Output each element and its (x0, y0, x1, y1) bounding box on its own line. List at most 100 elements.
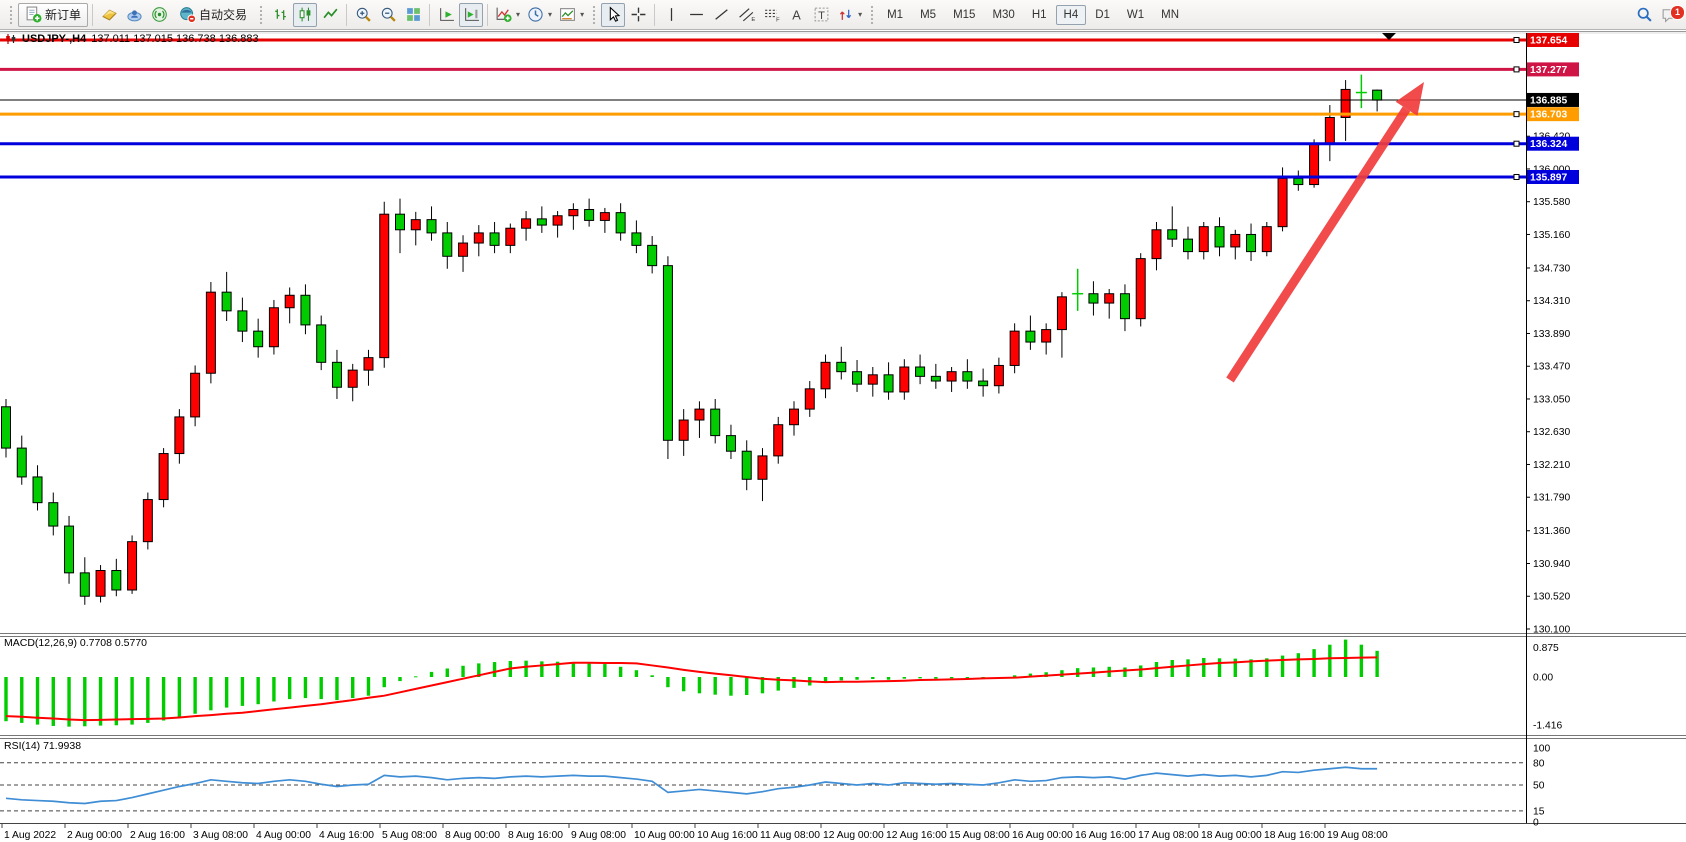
signals-button[interactable] (147, 3, 171, 27)
candle (1261, 221, 1272, 257)
candle (883, 362, 894, 400)
templates-button[interactable]: ▾ (556, 3, 587, 27)
candle (1309, 139, 1320, 188)
level-line-135.897[interactable] (0, 173, 1526, 180)
timeframe-d1-button[interactable]: D1 (1095, 8, 1110, 21)
timeframe-m1-button[interactable]: M1 (887, 8, 904, 21)
candle (1088, 281, 1099, 316)
auto-scroll-icon (439, 8, 454, 21)
candle (568, 203, 579, 230)
notifications-button[interactable]: 1 (1657, 3, 1685, 27)
candlestick-chart-button[interactable] (293, 2, 318, 27)
zoom-in-button[interactable] (351, 3, 375, 27)
line-chart-button[interactable] (318, 3, 342, 27)
price-axis[interactable]: 136.420136.000135.580135.160134.730134.3… (1526, 33, 1570, 823)
bar-chart-icon (274, 9, 286, 20)
candle (710, 398, 721, 444)
level-line-137.277[interactable] (0, 66, 1526, 73)
svg-text:12 Aug 00:00: 12 Aug 00:00 (823, 830, 884, 841)
auto-trading-icon (180, 7, 197, 23)
svg-text:10 Aug 16:00: 10 Aug 16:00 (697, 830, 758, 841)
chevron-down-icon[interactable]: ▾ (516, 10, 521, 19)
auto-scroll-button[interactable] (434, 3, 458, 27)
text-label-button[interactable]: T (809, 3, 833, 27)
arrows-icon (839, 9, 852, 20)
toolbar-grip[interactable] (870, 4, 875, 25)
toolbar-grip[interactable] (9, 4, 13, 25)
candle (599, 207, 610, 233)
candle (1340, 80, 1351, 141)
timeframe-w1-button[interactable]: W1 (1126, 8, 1145, 21)
metaeditor-button[interactable] (97, 3, 121, 27)
svg-text:134.310: 134.310 (1533, 296, 1570, 307)
tile-windows-button[interactable] (401, 3, 425, 27)
timeframe-h4-button[interactable]: H4 (1055, 4, 1087, 25)
svg-text:8 Aug 16:00: 8 Aug 16:00 (508, 830, 563, 841)
toolbar-grip[interactable] (259, 4, 264, 25)
candle (95, 565, 106, 603)
candle (268, 299, 279, 355)
svg-text:133.890: 133.890 (1533, 329, 1570, 340)
timeframe-mn-button[interactable]: MN (1161, 8, 1180, 21)
periods-button[interactable]: ▾ (524, 3, 555, 27)
svg-text:136.000: 136.000 (1533, 164, 1570, 175)
mql5-community-button[interactable] (122, 3, 146, 27)
chevron-down-icon[interactable]: ▾ (548, 10, 553, 19)
chart-shift-button[interactable] (459, 2, 484, 27)
candle (1009, 323, 1020, 374)
candle (174, 409, 185, 464)
chart-canvas[interactable]: 136.420136.000135.580135.160134.730134.3… (0, 30, 1686, 842)
equidistant-channel-button[interactable]: E (734, 3, 758, 27)
timeframe-m15-button[interactable]: M15 (953, 8, 976, 21)
auto-trading-button[interactable]: 自动交易 (172, 3, 254, 27)
toolbar-grip[interactable] (592, 4, 597, 25)
candle (142, 492, 153, 550)
chevron-down-icon[interactable]: ▾ (858, 10, 863, 19)
svg-text:0: 0 (1533, 818, 1539, 829)
candle (284, 287, 295, 324)
svg-text:1 Aug 2022: 1 Aug 2022 (4, 830, 56, 841)
cursor-button[interactable] (601, 2, 626, 27)
level-line-136.703[interactable] (0, 111, 1526, 118)
trend-arrow[interactable] (1226, 82, 1424, 383)
candle (741, 440, 752, 491)
arrows-button[interactable]: ▾ (834, 3, 865, 27)
svg-text:135.160: 135.160 (1533, 230, 1570, 241)
text-icon: A (792, 7, 801, 22)
crosshair-button[interactable] (626, 3, 650, 27)
indicators-button[interactable]: ▾ (492, 3, 523, 27)
svg-text:133.050: 133.050 (1533, 394, 1570, 405)
candle (473, 225, 484, 257)
fibonacci-retracement-button[interactable]: F (759, 3, 783, 27)
svg-text:2 Aug 00:00: 2 Aug 00:00 (67, 830, 122, 841)
candle (915, 354, 926, 385)
timeframe-m30-button[interactable]: M30 (992, 8, 1015, 21)
text-button[interactable]: A (784, 3, 808, 27)
notification-badge: 1 (1670, 4, 1685, 20)
candle (536, 206, 547, 233)
svg-text:133.470: 133.470 (1533, 362, 1570, 373)
timeframe-m5-button[interactable]: M5 (920, 8, 937, 21)
trendline-button[interactable] (709, 3, 733, 27)
price-badge-137.277: 137.277 (1527, 62, 1579, 77)
zoom-out-button[interactable] (376, 3, 400, 27)
bar-chart-button[interactable] (268, 3, 292, 27)
search-button[interactable] (1632, 3, 1656, 27)
timeframe-h1-button[interactable]: H1 (1031, 8, 1047, 21)
candle (1041, 323, 1052, 355)
svg-text:50: 50 (1533, 781, 1545, 792)
pane-separator[interactable] (0, 633, 1686, 824)
candle (347, 363, 358, 402)
horizontal-line-button[interactable] (684, 3, 708, 27)
time-axis[interactable]: 1 Aug 2022 2 Aug 00:00 2 Aug 16:00 3 Aug 08… (1, 824, 1388, 841)
svg-text:18 Aug 00:00: 18 Aug 00:00 (1201, 830, 1262, 841)
candle (993, 357, 1004, 394)
level-line-136.324[interactable] (0, 140, 1526, 147)
price-badge-136.324: 136.324 (1527, 136, 1579, 151)
periods-clock-icon (528, 7, 543, 22)
vertical-line-button[interactable] (659, 3, 683, 27)
new-order-button[interactable]: 新订单 (18, 2, 89, 27)
level-line-137.654[interactable] (0, 36, 1526, 43)
chevron-down-icon[interactable]: ▾ (580, 10, 585, 19)
candle (64, 515, 75, 584)
